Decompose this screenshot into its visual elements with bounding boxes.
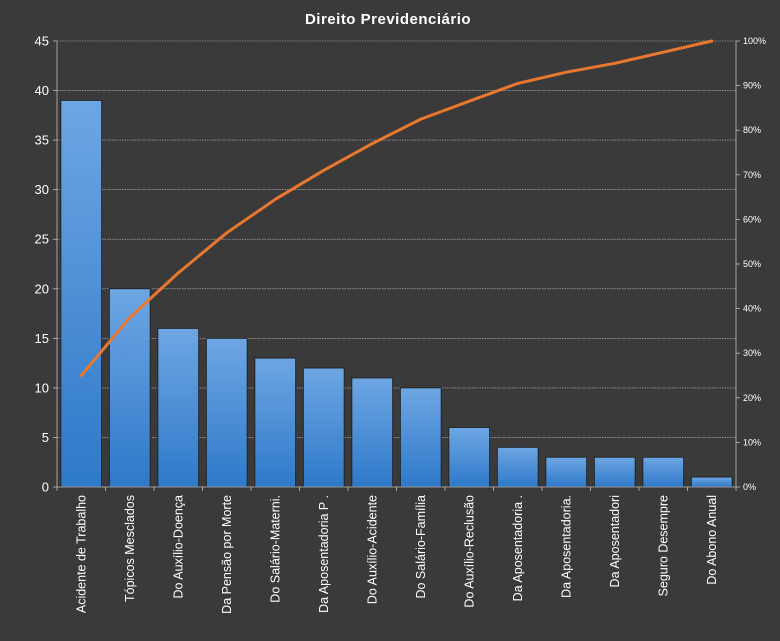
y2-tick-label: 40% bbox=[743, 304, 761, 314]
y-tick-label: 0 bbox=[42, 480, 49, 495]
x-tick-label: Tópicos Mesclados bbox=[123, 495, 137, 602]
cumulative-line bbox=[79, 39, 714, 377]
y2-tick-label: 100% bbox=[743, 36, 766, 46]
bar bbox=[254, 357, 297, 488]
bar bbox=[448, 427, 491, 488]
bar bbox=[205, 337, 248, 488]
bar bbox=[545, 456, 588, 488]
x-tick-label: Do Salário-Materni. bbox=[268, 495, 282, 603]
x-tick-label: Do Auxílio-Doença bbox=[171, 495, 185, 599]
x-tick-label: Da Pensão por Morte bbox=[220, 495, 234, 614]
y-axis-left: 0 5 10 15 20 25 30 35 40 45 bbox=[35, 34, 58, 495]
y-tick-label: 25 bbox=[35, 232, 49, 247]
x-tick-label: Da Aposentadoria P . bbox=[317, 495, 331, 613]
y2-tick-label: 30% bbox=[743, 348, 761, 358]
x-tick-label: Da Aposentadoria . bbox=[511, 495, 525, 601]
y2-tick-label: 10% bbox=[743, 437, 761, 447]
x-tick-label: Acidente de Trabalho bbox=[74, 495, 88, 613]
x-tick-label: Do Abono Anual bbox=[705, 495, 719, 585]
y2-tick-label: 60% bbox=[743, 214, 761, 224]
y-tick-label: 45 bbox=[35, 34, 49, 49]
x-tick-label: Da Aposentadoria. bbox=[559, 495, 573, 598]
bar bbox=[399, 387, 442, 488]
bar bbox=[690, 476, 733, 488]
bar bbox=[351, 377, 394, 488]
y2-tick-label: 80% bbox=[743, 125, 761, 135]
bar bbox=[593, 456, 636, 488]
x-tick-label: Do Auxílio-Reclusão bbox=[462, 495, 476, 608]
y2-tick-label: 50% bbox=[743, 259, 761, 269]
x-tick-label: Do Auxílio-Acidente bbox=[365, 495, 379, 604]
y-tick-label: 40 bbox=[35, 83, 49, 98]
y-tick-label: 30 bbox=[35, 182, 49, 197]
x-tick-label: Seguro Desempre bbox=[656, 495, 670, 596]
bar bbox=[60, 100, 103, 488]
x-axis: Acidente de Trabalho Tópicos Mesclados Do … bbox=[56, 486, 737, 614]
bars bbox=[60, 100, 733, 488]
bar bbox=[642, 456, 685, 488]
y2-tick-label: 20% bbox=[743, 393, 761, 403]
chart-title: Direito Previdenciário bbox=[305, 11, 471, 28]
cumulative-percent-line bbox=[79, 39, 714, 377]
y-axis-right: 0% 10% 20% 30% 40% 50% 60% 70% 80% 90% 100% bbox=[735, 36, 766, 492]
bar bbox=[496, 446, 539, 488]
y2-tick-label: 70% bbox=[743, 170, 761, 180]
y-tick-label: 15 bbox=[35, 331, 49, 346]
bar bbox=[157, 328, 200, 488]
y-tick-label: 20 bbox=[35, 281, 49, 296]
x-tick-label: Do Salário-Família bbox=[414, 495, 428, 599]
y2-tick-label: 90% bbox=[743, 81, 761, 91]
y-tick-label: 35 bbox=[35, 133, 49, 148]
x-tick-label: Da Aposentadori bbox=[608, 495, 622, 587]
bar bbox=[302, 367, 345, 488]
y-tick-label: 10 bbox=[35, 380, 49, 395]
y-tick-label: 5 bbox=[42, 430, 49, 445]
y2-tick-label: 0% bbox=[743, 482, 756, 492]
